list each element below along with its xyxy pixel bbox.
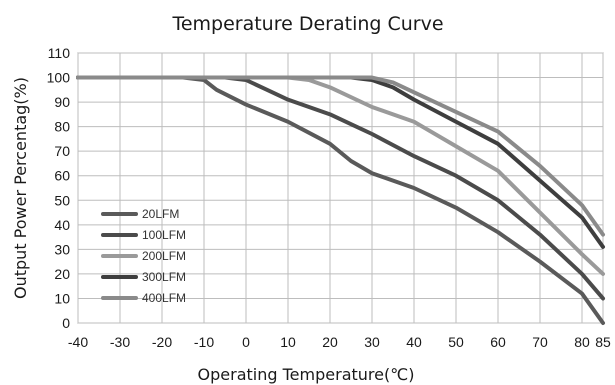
y-tick-label: 100 (47, 70, 71, 86)
y-axis-ticks: 0 10 20 30 40 50 60 70 80 90 100 110 (47, 45, 71, 331)
x-tick-label: -40 (68, 334, 88, 350)
x-tick-label: 20 (322, 334, 338, 350)
legend-label-300lfm: 300LFM (142, 270, 186, 284)
series-line-100lfm (76, 75, 605, 301)
series-line-400lfm (76, 75, 605, 237)
y-tick-label: 50 (54, 192, 70, 208)
y-tick-label: 0 (62, 315, 70, 331)
x-tick-label: 40 (406, 334, 422, 350)
legend-label-400lfm: 400LFM (142, 291, 186, 305)
x-tick-label: 70 (532, 334, 548, 350)
x-tick-label: 80 (574, 334, 590, 350)
chart-title: Temperature Derating Curve (171, 13, 443, 35)
x-tick-label: 60 (490, 334, 506, 350)
y-tick-label: 80 (54, 119, 70, 135)
y-tick-label: 110 (48, 45, 71, 61)
legend-label-200lfm: 200LFM (142, 249, 186, 263)
y-tick-label: 60 (54, 168, 70, 184)
series-lines (76, 75, 605, 325)
x-tick-label: 30 (364, 334, 380, 350)
y-tick-label: 30 (54, 241, 70, 257)
x-tick-label: 50 (448, 334, 464, 350)
x-tick-label: 10 (280, 334, 296, 350)
y-tick-label: 40 (54, 217, 70, 233)
x-tick-label: -30 (110, 334, 130, 350)
legend: 20LFM 100LFM 200LFM 300LFM 400LFM (101, 207, 186, 305)
y-tick-label: 10 (54, 290, 70, 306)
x-axis-ticks: -40 -30 -20 -10 0 10 20 30 40 50 60 70 80 85 (68, 334, 611, 350)
y-axis-label: Output Power Percentag(%) (11, 77, 30, 299)
legend-label-20lfm: 20LFM (142, 207, 179, 221)
series-line-20lfm (76, 75, 605, 325)
x-tick-label: -20 (152, 334, 172, 350)
y-tick-label: 90 (54, 94, 70, 110)
x-tick-label: -10 (194, 334, 214, 350)
x-tick-label: 85 (595, 334, 611, 350)
x-axis-label: Operating Temperature(℃) (198, 365, 415, 384)
y-tick-label: 70 (54, 143, 70, 159)
x-tick-label: 0 (242, 334, 250, 350)
legend-label-100lfm: 100LFM (142, 228, 186, 242)
y-tick-label: 20 (54, 266, 70, 282)
